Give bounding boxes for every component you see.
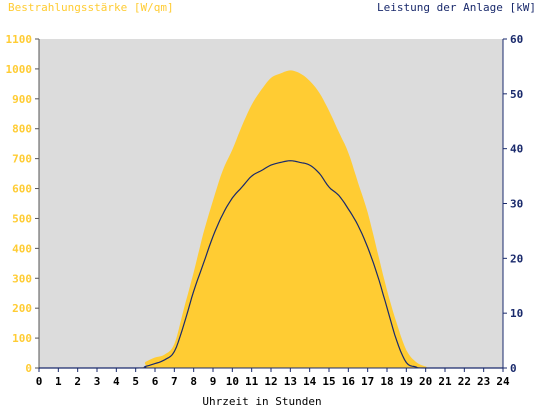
x-axis-tick-label: 10 <box>226 375 239 388</box>
right-axis-tick-label: 0 <box>510 362 517 375</box>
right-axis-label: Leistung der Anlage [kW] <box>377 1 536 14</box>
right-axis-tick-label: 20 <box>510 252 523 265</box>
left-axis-tick-label: 1100 <box>6 33 33 46</box>
right-axis-tick-label: 10 <box>510 307 523 320</box>
x-axis-tick-label: 0 <box>36 375 43 388</box>
x-axis-tick-label: 11 <box>245 375 259 388</box>
x-axis-label: Uhrzeit in Stunden <box>202 395 321 408</box>
left-axis-tick-label: 800 <box>12 123 32 136</box>
x-axis-tick-label: 14 <box>303 375 317 388</box>
left-axis-tick-label: 0 <box>25 362 32 375</box>
x-axis-tick-label: 24 <box>496 375 510 388</box>
x-axis-tick-label: 1 <box>55 375 62 388</box>
left-axis-label: Bestrahlungsstärke [W/qm] <box>8 1 174 14</box>
x-axis-tick-label: 21 <box>438 375 452 388</box>
x-axis-tick-label: 6 <box>152 375 159 388</box>
left-axis-tick-label: 600 <box>12 183 32 196</box>
left-axis-tick-label: 300 <box>12 272 32 285</box>
left-axis-tick-label: 400 <box>12 242 32 255</box>
x-axis-tick-label: 9 <box>210 375 217 388</box>
x-axis-tick-label: 2 <box>74 375 81 388</box>
x-axis-tick-label: 7 <box>171 375 178 388</box>
x-axis-tick-label: 20 <box>419 375 432 388</box>
irradiance-area <box>39 70 503 369</box>
left-axis-ticks: 0 100 200 300 400 500 600 700 800 900 1000 1100 <box>6 33 39 375</box>
x-axis-tick-label: 18 <box>380 375 393 388</box>
left-axis-tick-label: 200 <box>12 302 32 315</box>
x-axis-tick-label: 12 <box>264 375 277 388</box>
right-axis-tick-label: 40 <box>510 143 523 156</box>
left-axis-tick-label: 100 <box>12 332 32 345</box>
x-axis-tick-label: 19 <box>400 375 413 388</box>
left-axis-tick-label: 900 <box>12 93 32 106</box>
left-axis-tick-label: 1000 <box>6 63 33 76</box>
x-axis-tick-label: 17 <box>361 375 374 388</box>
right-axis-ticks: 0 10 20 30 40 50 60 <box>503 33 523 375</box>
right-axis-tick-label: 60 <box>510 33 523 46</box>
x-axis-tick-label: 22 <box>458 375 471 388</box>
x-axis-tick-label: 3 <box>94 375 101 388</box>
left-axis-tick-label: 700 <box>12 153 32 166</box>
x-axis-tick-label: 23 <box>477 375 490 388</box>
x-axis-tick-label: 4 <box>113 375 120 388</box>
x-axis-tick-label: 13 <box>284 375 297 388</box>
left-axis-tick-label: 500 <box>12 212 32 225</box>
x-axis-tick-label: 8 <box>190 375 197 388</box>
x-axis-tick-label: 15 <box>322 375 335 388</box>
right-axis-tick-label: 50 <box>510 88 523 101</box>
x-axis-tick-label: 5 <box>132 375 139 388</box>
right-axis-tick-label: 30 <box>510 198 523 211</box>
x-axis-ticks: 0 1 2 3 4 5 6 7 8 9 10 11 12 13 14 15 16 17 18 19 20 21 22 23 24 <box>36 368 510 388</box>
x-axis-tick-label: 16 <box>342 375 356 388</box>
